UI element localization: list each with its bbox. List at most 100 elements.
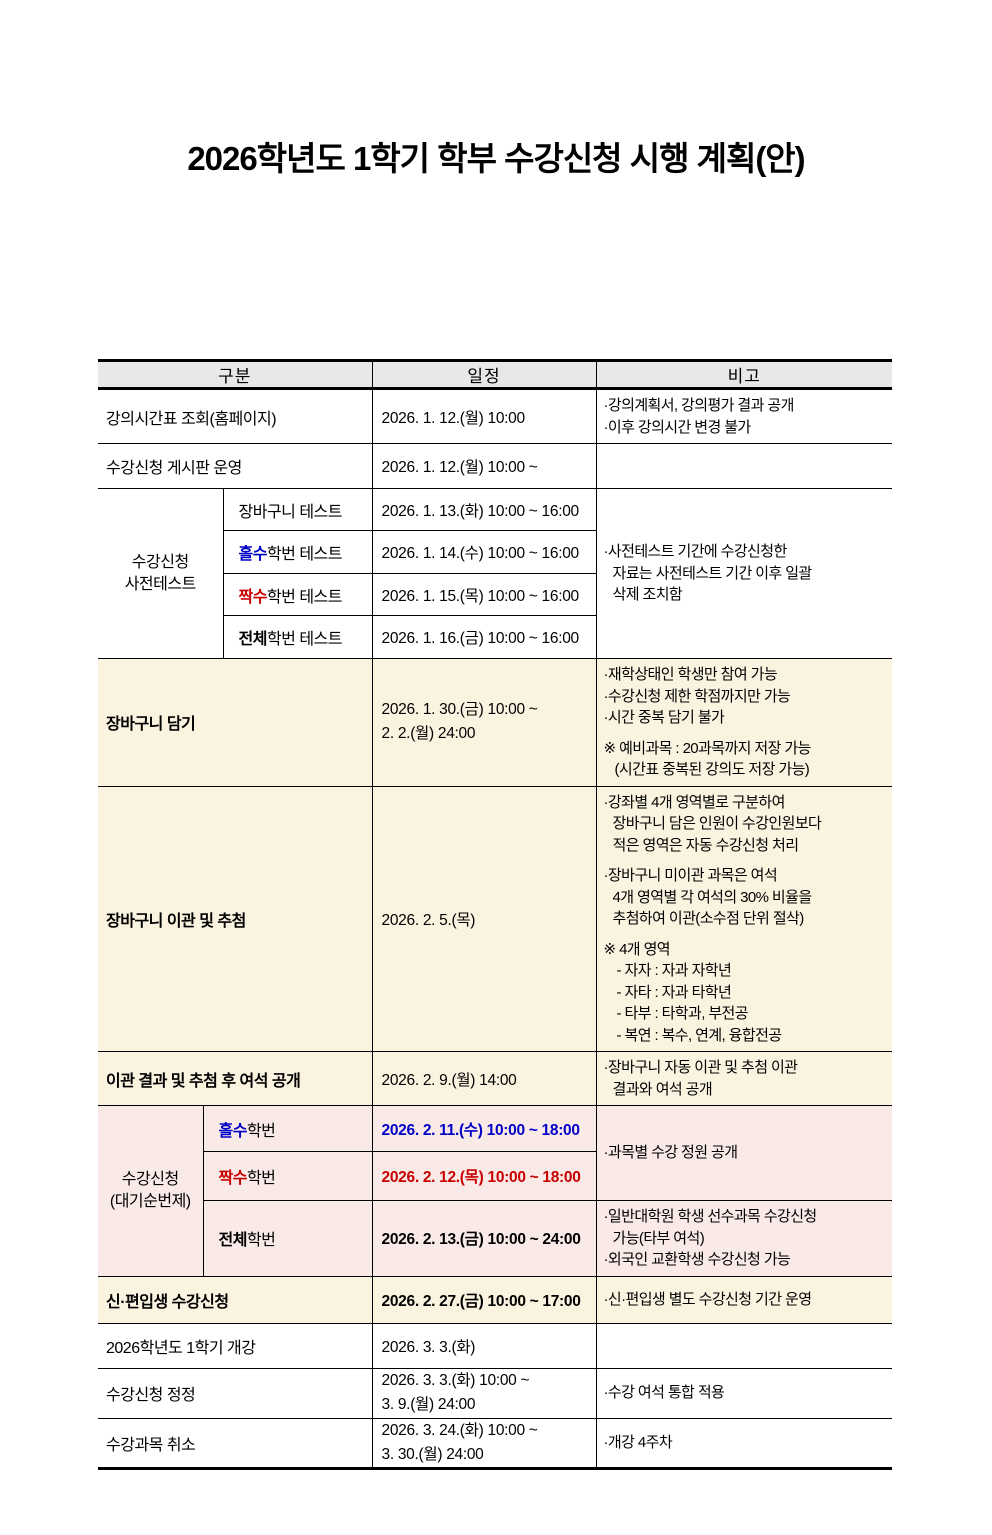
schedule-cell: 2026. 1. 30.(금) 10:00 ~ 2. 2.(월) 24:00 xyxy=(371,658,597,787)
schedule-line: 3. 30.(월) 24:00 xyxy=(381,1445,484,1463)
subcategory-cell: 장바구니 테스트 xyxy=(222,488,373,531)
note-line: ·수강신청 제한 학점까지만 가능 xyxy=(603,687,791,705)
row-pretest-odd: 홀수학번 테스트 2026. 1. 14.(수) 10:00 ~ 16:00 xyxy=(98,530,892,574)
subcategory-label: 학번 xyxy=(246,1232,276,1250)
group-cell-registration: 수강신청 (대기순번제) xyxy=(98,1105,204,1277)
all-id-highlight: 전체 xyxy=(238,631,268,648)
subcategory-label: 학번 테스트 xyxy=(266,631,343,648)
row-course-cancel: 수강과목 취소 2026. 3. 24.(화) 10:00 ~ 3. 30.(월… xyxy=(98,1417,893,1469)
row-reg-even: 짝수학번 2026. 2. 12.(목) 10:00 ~ 18:00 xyxy=(98,1151,892,1201)
even-id-highlight: 짝수 xyxy=(218,1170,248,1187)
category-cell: 신·편입생 수강신청 xyxy=(98,1275,373,1324)
note-line: ·강의계획서, 강의평가 결과 공개 xyxy=(603,397,795,414)
note-line: 자료는 사전테스트 기간 이후 일괄 xyxy=(612,564,813,582)
col-header-note: 비고 xyxy=(595,360,893,390)
note-line: ·수강 여석 통합 적용 xyxy=(603,1384,725,1402)
category-cell: 장바구니 담기 xyxy=(98,658,373,787)
note-cell xyxy=(595,1322,893,1369)
note-cell: ·강의계획서, 강의평가 결과 공개 ·이후 강의시간 변경 불가 xyxy=(595,388,893,444)
note-cell: ·수강 여석 통합 적용 xyxy=(595,1367,893,1419)
note-line: ·시간 중복 담기 불가 xyxy=(603,709,725,726)
schedule-cell: 2026. 1. 14.(수) 10:00 ~ 16:00 xyxy=(371,530,597,574)
group-label-line: 사전테스트 xyxy=(124,575,197,593)
note-line: ※ 예비과목 : 20과목까지 저장 가능 xyxy=(603,739,812,757)
note-line: 가능(타부 여석) xyxy=(612,1229,705,1247)
category-cell: 수강과목 취소 xyxy=(98,1417,373,1469)
note-line: ·신·편입생 별도 수강신청 기간 운영 xyxy=(603,1290,812,1308)
subcategory-cell: 홀수학번 테스트 xyxy=(223,530,373,574)
category-cell: 수강신청 게시판 운영 xyxy=(98,443,373,489)
schedule-cell: 2026. 2. 13.(금) 10:00 ~ 24:00 xyxy=(371,1200,597,1277)
note-line: ·장바구니 자동 이관 및 추첨 이관 xyxy=(603,1059,798,1076)
schedule-cell: 2026. 3. 3.(화) xyxy=(371,1322,597,1369)
schedule-line: 2026. 3. 3.(화) 10:00 ~ xyxy=(381,1372,530,1389)
note-line: (시간표 중복된 강의도 저장 가능) xyxy=(614,761,810,778)
subcategory-label: 학번 테스트 xyxy=(266,588,343,606)
schedule-line: 2. 2.(월) 24:00 xyxy=(381,725,476,743)
row-cart-transfer-lottery: 장바구니 이관 및 추첨 2026. 2. 5.(목) ·강좌별 4개 영역별로… xyxy=(98,785,893,1052)
note-cell: ·재학상태인 학생만 참여 가능 ·수강신청 제한 학점까지만 가능 ·시간 중… xyxy=(595,658,893,787)
schedule-cell: 2026. 2. 9.(월) 14:00 xyxy=(371,1051,597,1106)
schedule-cell: 2026. 1. 16.(금) 10:00 ~ 16:00 xyxy=(371,615,597,659)
group-label-line: 수강신청 xyxy=(121,1170,179,1188)
schedule-cell: 2026. 2. 12.(목) 10:00 ~ 18:00 xyxy=(371,1151,597,1201)
subcategory-cell: 짝수학번 xyxy=(203,1151,373,1201)
row-timetable-lookup: 강의시간표 조회(홈페이지) 2026. 1. 12.(월) 10:00 ·강의… xyxy=(98,388,893,444)
schedule-cell: 2026. 3. 3.(화) 10:00 ~ 3. 9.(월) 24:00 xyxy=(371,1367,597,1419)
subcategory-label: 학번 xyxy=(246,1122,276,1140)
even-id-highlight: 짝수 xyxy=(238,588,268,606)
note-cell: ·신·편입생 별도 수강신청 기간 운영 xyxy=(595,1275,893,1324)
note-cell: ·과목별 수강 정원 공개 xyxy=(595,1105,893,1201)
row-board-operation: 수강신청 게시판 운영 2026. 1. 12.(월) 10:00 ~ xyxy=(98,443,893,489)
note-cell: ·개강 4주차 xyxy=(595,1417,893,1469)
note-line: - 자타 : 자과 타학년 xyxy=(616,983,732,1001)
note-line: ·외국인 교환학생 수강신청 가능 xyxy=(603,1251,791,1268)
schedule-cell: 2026. 3. 24.(화) 10:00 ~ 3. 30.(월) 24:00 xyxy=(371,1417,597,1469)
note-line: - 타부 : 타학과, 부전공 xyxy=(616,1005,749,1022)
note-line: 추첨하여 이관(소수점 단위 절삭) xyxy=(612,910,805,927)
table-header-row: 구분 일정 비고 xyxy=(98,360,893,390)
odd-id-highlight: 홀수 xyxy=(238,546,268,563)
note-line: ·강좌별 4개 영역별로 구분하여 xyxy=(603,793,786,811)
schedule-table-container: 구분 일정 비고 강의시간표 조회(홈페이지) 2026. 1. 12.(월) … xyxy=(98,359,893,1470)
subcategory-cell: 전체학번 xyxy=(203,1200,373,1277)
col-header-category: 구분 xyxy=(98,360,373,390)
row-new-transfer-students: 신·편입생 수강신청 2026. 2. 27.(금) 10:00 ~ 17:00… xyxy=(98,1275,893,1324)
row-transfer-result: 이관 결과 및 추첨 후 여석 공개 2026. 2. 9.(월) 14:00 … xyxy=(98,1051,893,1106)
note-line: 결과와 여석 공개 xyxy=(612,1080,713,1098)
schedule-cell: 2026. 2. 5.(목) xyxy=(371,785,597,1052)
category-cell: 강의시간표 조회(홈페이지) xyxy=(98,388,373,444)
category-cell: 이관 결과 및 추첨 후 여석 공개 xyxy=(98,1051,373,1106)
note-line: 삭제 조치함 xyxy=(612,586,683,604)
note-line: ·개강 4주차 xyxy=(603,1433,673,1451)
schedule-cell: 2026. 1. 12.(월) 10:00 xyxy=(371,388,597,444)
note-line: ·과목별 수강 정원 공개 xyxy=(603,1144,739,1162)
note-line: ·재학상태인 학생만 참여 가능 xyxy=(603,666,778,683)
subcategory-cell: 짝수학번 테스트 xyxy=(223,573,373,616)
row-reg-odd: 수강신청 (대기순번제) 홀수학번 2026. 2. 11.(수) 10:00 … xyxy=(98,1105,893,1277)
schedule-cell: 2026. 2. 27.(금) 10:00 ~ 17:00 xyxy=(371,1275,597,1324)
row-semester-start: 2026학년도 1학기 개강 2026. 3. 3.(화) xyxy=(98,1322,893,1369)
note-line: ·장바구니 미이관 과목은 여석 xyxy=(603,867,778,884)
row-reg-correction: 수강신청 정정 2026. 3. 3.(화) 10:00 ~ 3. 9.(월) … xyxy=(98,1367,893,1419)
note-line: ※ 4개 영역 xyxy=(603,940,671,958)
schedule-cell: 2026. 2. 11.(수) 10:00 ~ 18:00 xyxy=(371,1105,597,1152)
note-cell: ·일반대학원 학생 선수과목 수강신청 가능(타부 여석) ·외국인 교환학생 … xyxy=(595,1200,893,1277)
document-page: { "page": { "title": "2026학년도 1학기 학부 수강신… xyxy=(0,132,992,1535)
row-pretest-all: 전체학번 테스트 2026. 1. 16.(금) 10:00 ~ 16:00 xyxy=(98,615,892,659)
note-cell: ·사전테스트 기간에 수강신청한 자료는 사전테스트 기간 이후 일괄 삭제 조… xyxy=(595,488,893,659)
category-cell: 장바구니 이관 및 추첨 xyxy=(98,785,373,1052)
category-cell: 2026학년도 1학기 개강 xyxy=(98,1322,373,1369)
note-line: - 복연 : 복수, 연계, 융합전공 xyxy=(616,1026,783,1044)
schedule-line: 3. 9.(월) 24:00 xyxy=(381,1396,476,1413)
group-label-line: 수강신청 xyxy=(131,553,189,571)
subcategory-cell: 전체학번 테스트 xyxy=(223,615,373,659)
page-title: 2026학년도 1학기 학부 수강신청 시행 계획(안) xyxy=(187,140,805,177)
category-cell: 수강신청 정정 xyxy=(98,1367,373,1419)
note-cell: ·강좌별 4개 영역별로 구분하여 장바구니 담은 인원이 수강인원보다 적은 … xyxy=(595,785,893,1052)
group-cell-pretest: 수강신청 사전테스트 xyxy=(98,488,224,659)
row-pretest-cart: 수강신청 사전테스트 장바구니 테스트 2026. 1. 13.(화) 10:0… xyxy=(98,488,893,659)
schedule-cell: 2026. 1. 15.(목) 10:00 ~ 16:00 xyxy=(371,573,597,616)
schedule-line: 2026. 1. 30.(금) 10:00 ~ xyxy=(381,701,538,719)
note-cell: ·장바구니 자동 이관 및 추첨 이관 결과와 여석 공개 xyxy=(595,1051,893,1106)
